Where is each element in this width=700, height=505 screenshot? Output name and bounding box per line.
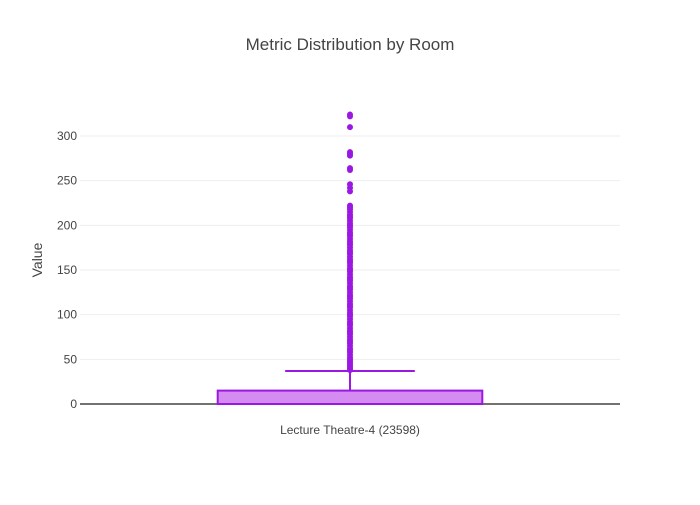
outlier-point[interactable]: [347, 202, 353, 209]
outlier-points: [347, 111, 353, 374]
outlier-point[interactable]: [347, 181, 353, 188]
y-tick-label: 150: [57, 263, 77, 277]
outlier-point[interactable]: [347, 124, 353, 131]
y-tick-label: 250: [57, 174, 77, 188]
box-iqr[interactable]: [216, 389, 484, 406]
chart-title: Metric Distribution by Room: [246, 35, 455, 54]
y-tick-label: 100: [57, 308, 77, 322]
outlier-point[interactable]: [347, 111, 353, 118]
y-tick-label: 50: [64, 352, 78, 366]
outlier-point[interactable]: [347, 149, 353, 156]
y-tick-label: 200: [57, 218, 77, 232]
y-tick-label: 0: [70, 397, 77, 411]
x-tick-label: Lecture Theatre-4 (23598): [280, 423, 420, 437]
outlier-point[interactable]: [347, 165, 353, 172]
y-axis-ticks: 0 50 100 150 200 250 300: [57, 129, 77, 411]
box-traces: [216, 369, 484, 406]
y-tick-label: 300: [57, 129, 77, 143]
y-axis-label: Value: [29, 242, 45, 277]
x-axis-ticks: Lecture Theatre-4 (23598): [280, 423, 420, 437]
